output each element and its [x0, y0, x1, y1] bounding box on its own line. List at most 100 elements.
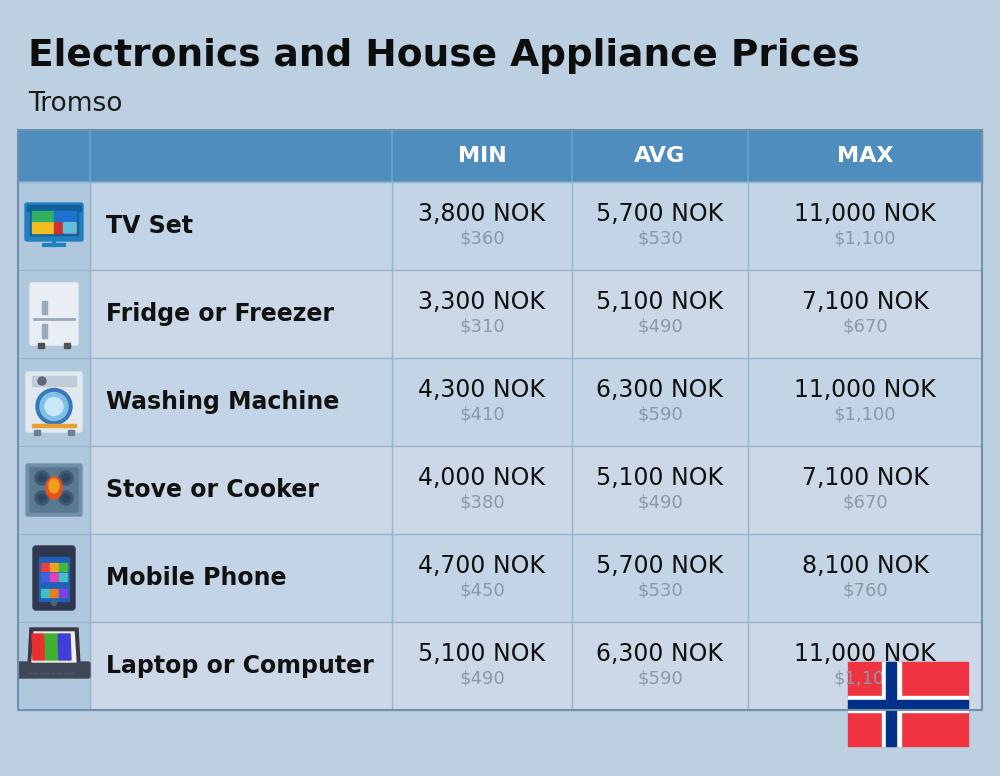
Bar: [18, 182, 90, 270]
Circle shape: [36, 389, 72, 424]
Bar: [32, 424, 76, 427]
Bar: [64, 343, 70, 348]
FancyBboxPatch shape: [60, 563, 68, 571]
Text: $1,100: $1,100: [834, 230, 896, 248]
Bar: [848, 696, 968, 712]
Text: $590: $590: [637, 406, 683, 424]
Polygon shape: [32, 632, 76, 662]
Ellipse shape: [46, 477, 62, 499]
FancyBboxPatch shape: [25, 203, 83, 241]
Ellipse shape: [49, 479, 59, 493]
Bar: [39, 557, 69, 601]
Circle shape: [52, 601, 56, 605]
Bar: [27, 205, 81, 211]
Bar: [32, 212, 54, 220]
Text: $490: $490: [637, 318, 683, 336]
Text: $670: $670: [842, 494, 888, 512]
Bar: [18, 446, 90, 534]
Text: 5,700 NOK: 5,700 NOK: [596, 202, 724, 226]
Text: 7,100 NOK: 7,100 NOK: [802, 466, 928, 490]
Text: AVG: AVG: [634, 146, 686, 166]
Polygon shape: [45, 634, 58, 660]
Polygon shape: [32, 634, 45, 660]
Text: $590: $590: [637, 670, 683, 688]
Bar: [18, 446, 982, 534]
Bar: [32, 376, 76, 386]
Circle shape: [38, 474, 46, 482]
Text: $380: $380: [459, 494, 505, 512]
FancyBboxPatch shape: [60, 590, 68, 598]
Text: 11,000 NOK: 11,000 NOK: [794, 378, 936, 402]
Bar: [30, 211, 78, 235]
FancyBboxPatch shape: [50, 590, 58, 598]
Text: 3,300 NOK: 3,300 NOK: [418, 290, 546, 314]
Bar: [18, 182, 982, 270]
Text: 5,100 NOK: 5,100 NOK: [596, 466, 724, 490]
Text: $1,100: $1,100: [834, 406, 896, 424]
Bar: [42, 324, 47, 338]
Circle shape: [59, 491, 73, 505]
FancyBboxPatch shape: [30, 283, 78, 345]
Text: 3,800 NOK: 3,800 NOK: [418, 202, 546, 226]
Text: 4,300 NOK: 4,300 NOK: [418, 378, 546, 402]
Circle shape: [45, 397, 63, 415]
Text: Laptop or Computer: Laptop or Computer: [106, 654, 374, 678]
Polygon shape: [58, 634, 71, 660]
Bar: [18, 130, 982, 182]
Bar: [18, 622, 982, 710]
Text: 5,700 NOK: 5,700 NOK: [596, 554, 724, 578]
Bar: [38, 343, 44, 348]
Text: 6,300 NOK: 6,300 NOK: [596, 378, 724, 402]
Text: 4,700 NOK: 4,700 NOK: [418, 554, 546, 578]
Circle shape: [35, 491, 49, 505]
Text: 11,000 NOK: 11,000 NOK: [794, 642, 936, 666]
Text: 8,100 NOK: 8,100 NOK: [802, 554, 928, 578]
Circle shape: [62, 494, 70, 502]
FancyBboxPatch shape: [50, 563, 58, 571]
Bar: [18, 270, 90, 358]
FancyBboxPatch shape: [42, 590, 50, 598]
Bar: [18, 622, 90, 710]
Text: $310: $310: [459, 318, 505, 336]
Text: Mobile Phone: Mobile Phone: [106, 566, 287, 590]
Bar: [18, 270, 982, 358]
Text: $360: $360: [459, 230, 505, 248]
Text: $670: $670: [842, 318, 888, 336]
FancyBboxPatch shape: [42, 563, 50, 571]
Text: $1,100: $1,100: [834, 670, 896, 688]
Text: Stove or Cooker: Stove or Cooker: [106, 478, 319, 502]
FancyBboxPatch shape: [30, 468, 78, 512]
Text: 7,100 NOK: 7,100 NOK: [802, 290, 928, 314]
Bar: [34, 430, 40, 435]
Text: Tromso: Tromso: [28, 91, 122, 117]
Text: 5,100 NOK: 5,100 NOK: [418, 642, 546, 666]
Text: 11,000 NOK: 11,000 NOK: [794, 202, 936, 226]
Text: $530: $530: [637, 230, 683, 248]
Bar: [18, 130, 982, 710]
FancyBboxPatch shape: [18, 662, 90, 678]
FancyBboxPatch shape: [60, 573, 68, 581]
Circle shape: [59, 471, 73, 485]
Bar: [18, 358, 90, 446]
Text: Fridge or Freezer: Fridge or Freezer: [106, 302, 334, 326]
Bar: [54, 220, 76, 233]
Bar: [848, 662, 968, 746]
Text: MAX: MAX: [837, 146, 893, 166]
Text: Washing Machine: Washing Machine: [106, 390, 339, 414]
FancyBboxPatch shape: [26, 464, 82, 516]
FancyBboxPatch shape: [64, 223, 76, 233]
Bar: [18, 534, 982, 622]
Text: $490: $490: [459, 670, 505, 688]
Text: $530: $530: [637, 582, 683, 600]
FancyBboxPatch shape: [26, 372, 82, 432]
Text: $450: $450: [459, 582, 505, 600]
Text: 4,000 NOK: 4,000 NOK: [418, 466, 546, 490]
Bar: [18, 358, 982, 446]
FancyBboxPatch shape: [33, 546, 75, 610]
Circle shape: [38, 377, 46, 385]
Text: 6,300 NOK: 6,300 NOK: [596, 642, 724, 666]
Text: $490: $490: [637, 494, 683, 512]
Text: MIN: MIN: [458, 146, 506, 166]
Bar: [42, 301, 47, 314]
Bar: [68, 430, 74, 435]
